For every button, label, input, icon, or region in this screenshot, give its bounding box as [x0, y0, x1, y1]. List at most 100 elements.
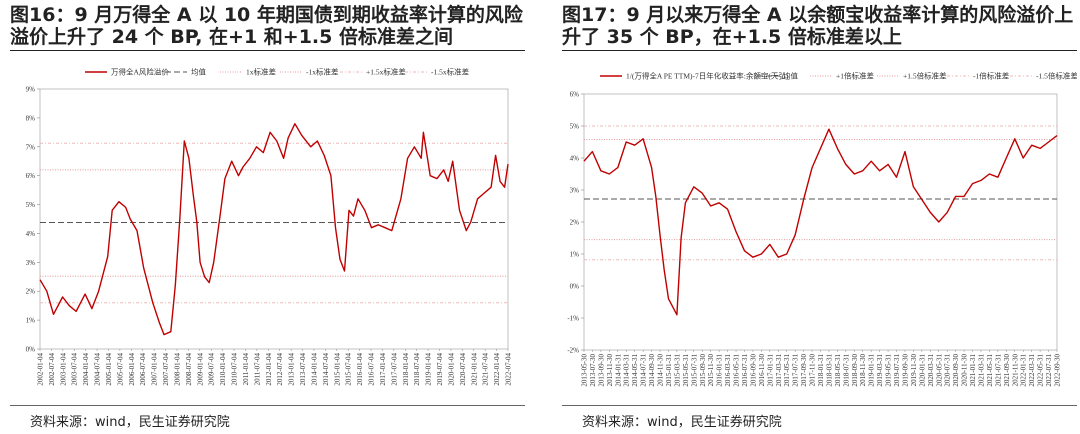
x-tick-label: 2005-07-04 — [116, 353, 124, 386]
x-tick-label: 2022-01-04 — [493, 353, 501, 386]
x-tick-label: 2007-01-04 — [151, 353, 159, 386]
x-tick-label: 2013-09-30 — [597, 354, 605, 387]
x-tick-label: 2017-07-31 — [792, 354, 800, 387]
x-tick-label: 2022-09-30 — [1054, 354, 1062, 387]
plot-frame — [39, 88, 509, 350]
x-tick-label: 2017-11-30 — [809, 354, 817, 387]
chart-panel-left: 图16：9 月万得全 A 以 10 年期国债到期收益率计算的风险溢价上升了 24… — [10, 0, 530, 434]
y-tick-label: 3% — [26, 259, 36, 267]
x-tick-label: 2019-07-31 — [893, 354, 901, 387]
source-note: 资料来源：wind，民生证券研究院 — [30, 415, 230, 430]
y-tick-label: 5% — [26, 201, 36, 209]
y-tick-label: 8% — [26, 114, 36, 122]
x-tick-label: 2016-07-04 — [368, 353, 376, 386]
y-tick-label: -2% — [567, 347, 579, 355]
x-tick-label: 2008-07-04 — [185, 353, 193, 386]
x-tick-label: 2011-01-04 — [242, 353, 250, 386]
x-tick-label: 2006-01-04 — [128, 353, 136, 386]
legend-label: +1倍标准差 — [836, 71, 874, 81]
y-tick-label: 6% — [570, 91, 580, 99]
x-tick-label: 2020-07-04 — [459, 353, 467, 386]
x-tick-label: 2021-09-30 — [1003, 354, 1011, 387]
line-chart-right: -2% -1% 0% 1% 2% 3% 4% 5% 6% 2013-05-30 2013-07-30… — [567, 71, 1077, 387]
legend-label: 1x标准差 — [246, 67, 276, 77]
x-tick-label: 2002-01-04 — [37, 353, 45, 386]
x-tick-label: 2014-09-30 — [648, 354, 656, 387]
x-tick-label: 2014-01-04 — [310, 353, 318, 386]
x-tick-label: 2017-07-04 — [390, 353, 398, 386]
x-tick-label: 2017-01-04 — [379, 353, 387, 386]
chart-panel-right: 图17：9 月以来万得全 A 以余额宝收益率计算的风险溢价上升了 35 个 BP… — [562, 0, 1080, 434]
x-tick-label: 2022-03-31 — [1028, 354, 1036, 387]
x-tick-label: 2021-07-31 — [994, 354, 1002, 387]
x-tick-label: 2010-07-04 — [231, 353, 239, 386]
y-tick-label: 3% — [570, 187, 580, 195]
source-note: 资料来源：wind，民生证券研究院 — [582, 415, 782, 430]
x-tick-label: 2018-01-04 — [402, 353, 410, 386]
x-tick-label: 2014-03-31 — [623, 354, 631, 387]
x-tick-label: 2017-05-31 — [783, 354, 791, 387]
x-tick-label: 2022-01-31 — [1020, 354, 1028, 387]
x-tick-label: 2004-07-04 — [94, 353, 102, 386]
y-tick-label: 1% — [570, 251, 580, 259]
x-tick-label: 2014-01-31 — [614, 354, 622, 387]
line-chart-left: 0% 1% 2% 3% 4% 5% 6% 7% 8% 9% 2002-01-04 2002-07-04… — [26, 67, 513, 386]
series-line — [583, 128, 1058, 316]
x-tick-label: 2016-07-31 — [741, 354, 749, 387]
x-tick-label: 2016-09-30 — [749, 354, 757, 387]
y-tick-label: -1% — [567, 315, 579, 323]
x-tick-label: 2018-05-31 — [834, 354, 842, 387]
y-tick-label: 4% — [26, 230, 36, 238]
x-tick-label: 2007-07-04 — [162, 353, 170, 386]
x-tick-label: 2021-03-31 — [977, 354, 985, 387]
x-tick-label: 2014-11-30 — [657, 354, 665, 387]
x-tick-label: 2017-09-30 — [800, 354, 808, 387]
x-tick-label: 2015-11-30 — [707, 354, 715, 387]
x-tick-label: 2015-09-30 — [699, 354, 707, 387]
x-tick-label: 2009-07-04 — [208, 353, 216, 386]
legend-label: 均值 — [191, 67, 206, 77]
legend-label: -1x标准差 — [306, 67, 339, 77]
x-tick-label: 2002-07-04 — [48, 353, 56, 386]
x-tick-label: 2020-07-31 — [944, 354, 952, 387]
x-tick-label: 2022-07-31 — [1045, 354, 1053, 387]
y-tick-label: 9% — [26, 86, 36, 94]
legend-label: 1/(万得全A PE TTM)-7日年化收益率:余额宝(天弘) — [626, 71, 789, 81]
series-line — [39, 123, 509, 336]
x-tick-label: 2018-01-31 — [817, 354, 825, 387]
x-tick-label: 2013-11-30 — [606, 354, 614, 387]
x-tick-label: 2019-07-04 — [436, 353, 444, 386]
x-tick-label: 2008-01-04 — [173, 353, 181, 386]
x-tick-label: 2019-05-31 — [885, 354, 893, 387]
x-tick-label: 2018-03-31 — [825, 354, 833, 387]
x-tick-label: 2003-01-04 — [59, 353, 67, 386]
x-tick-label: 2015-01-04 — [333, 353, 341, 386]
x-tick-label: 2016-05-31 — [733, 354, 741, 387]
y-tick-label: 0% — [26, 346, 36, 354]
x-tick-label: 2021-07-04 — [482, 353, 490, 386]
x-tick-label: 2021-05-31 — [986, 354, 994, 387]
x-tick-label: 2019-09-30 — [901, 354, 909, 387]
x-tick-label: 2013-05-30 — [581, 354, 589, 387]
x-tick-label: 2020-01-31 — [918, 354, 926, 387]
x-tick-label: 2005-01-04 — [105, 353, 113, 386]
x-tick-label: 2013-01-04 — [288, 353, 296, 386]
x-tick-label: 2015-07-31 — [690, 354, 698, 387]
x-tick-label: 2020-05-31 — [935, 354, 943, 387]
x-tick-label: 2021-01-31 — [969, 354, 977, 387]
x-tick-label: 2013-07-30 — [589, 354, 597, 387]
y-tick-label: 4% — [570, 155, 580, 163]
x-tick-label: 2017-03-31 — [775, 354, 783, 387]
y-tick-label: 2% — [570, 219, 580, 227]
x-tick-label: 2014-07-31 — [640, 354, 648, 387]
legend-label: +1.5倍标准差 — [903, 71, 947, 81]
x-tick-label: 2016-11-30 — [758, 354, 766, 387]
x-tick-label: 2009-01-04 — [196, 353, 204, 386]
plot-frame — [583, 93, 1058, 351]
y-tick-label: 5% — [570, 123, 580, 131]
y-tick-label: 1% — [26, 317, 36, 325]
x-tick-label: 2004-01-04 — [82, 353, 90, 386]
x-tick-label: 2018-07-31 — [842, 354, 850, 387]
y-tick-label: 6% — [26, 172, 36, 180]
x-tick-label: 2014-05-31 — [631, 354, 639, 387]
